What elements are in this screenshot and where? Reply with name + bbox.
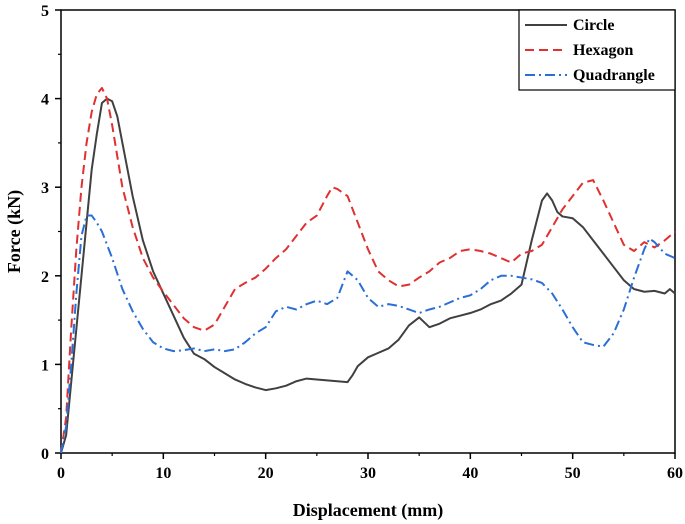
series-line-quadrangle [60,214,676,454]
x-tick-label: 50 [565,465,581,482]
series-line-hexagon [60,86,676,454]
y-axis-title: Force (kN) [4,190,25,273]
y-tick-label: 0 [41,446,49,463]
x-tick-label: 40 [462,465,478,482]
axes: 0 10 20 30 40 50 60 0 1 2 3 4 5 [41,3,683,482]
legend-label-circle: Circle [573,17,614,34]
y-tick-label: 1 [41,357,49,374]
x-tick-label: 10 [155,465,171,482]
y-tick-label: 4 [41,92,49,109]
x-axis-title: Displacement (mm) [293,500,443,521]
plot-series [60,86,676,454]
legend-label-hexagon: Hexagon [573,42,634,59]
series-line-circle [60,97,676,454]
legend-label-quadrangle: Quadrangle [573,67,655,84]
y-tick-label: 2 [41,269,49,286]
y-tick-label: 3 [41,180,49,197]
x-tick-label: 0 [57,465,65,482]
y-tick-label: 5 [41,3,49,20]
x-tick-label: 60 [667,465,683,482]
legend: Circle Hexagon Quadrangle [518,9,676,91]
x-tick-label: 20 [258,465,274,482]
x-tick-label: 30 [360,465,376,482]
